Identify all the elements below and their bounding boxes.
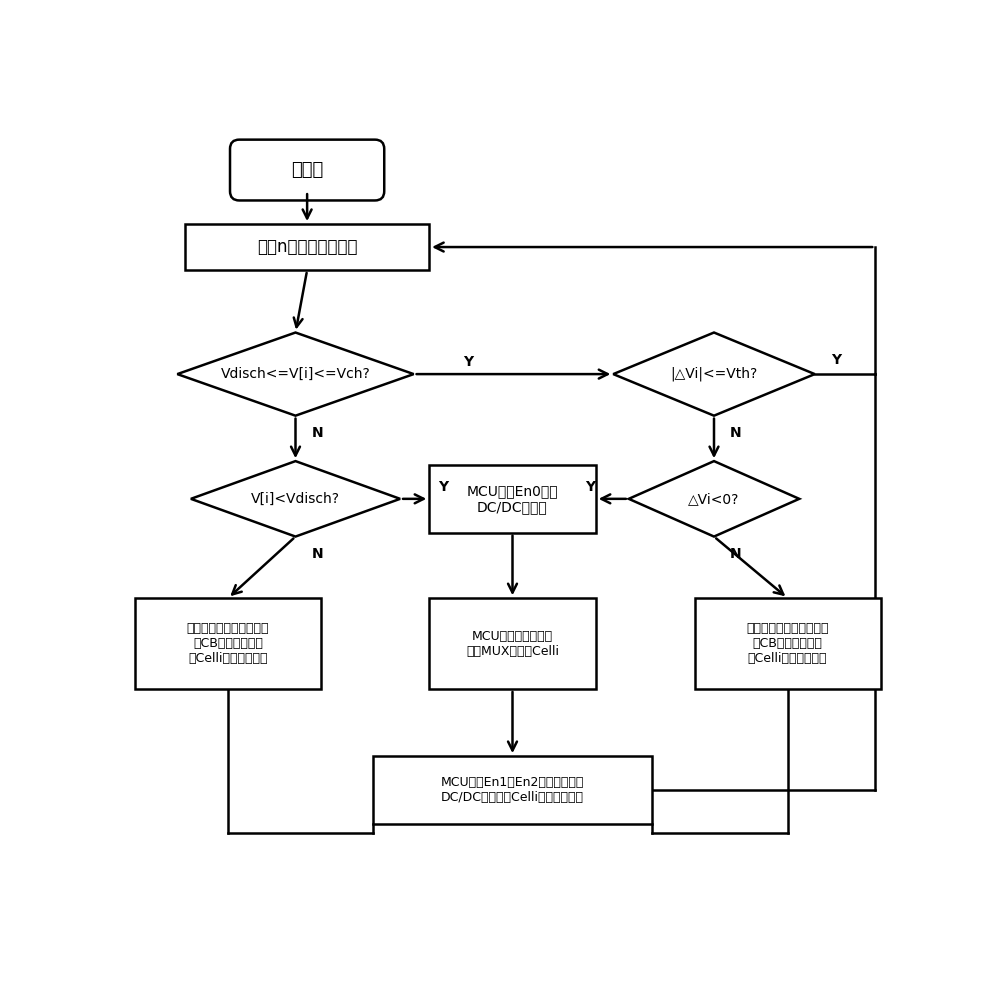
Bar — [695, 598, 881, 689]
Text: Y: Y — [831, 353, 842, 367]
Text: 电池控制芯片发送控制指
令CB至开关器件，
对Celli开启被动均衡: 电池控制芯片发送控制指 令CB至开关器件， 对Celli开启被动均衡 — [187, 622, 269, 665]
Polygon shape — [191, 461, 400, 537]
Text: N: N — [730, 426, 742, 440]
Text: V[i]<Vdisch?: V[i]<Vdisch? — [251, 492, 340, 506]
Text: △Vi<0?: △Vi<0? — [688, 492, 740, 506]
Text: 电池控制芯片发送控制指
令CB至开关器件，
对Celli开启被动均衡: 电池控制芯片发送控制指 令CB至开关器件， 对Celli开启被动均衡 — [746, 622, 829, 665]
Text: MCU发送En1、En2至开关器件，
DC/DC转换器对Celli开启主动均衡: MCU发送En1、En2至开关器件， DC/DC转换器对Celli开启主动均衡 — [441, 776, 584, 804]
Text: N: N — [311, 426, 323, 440]
Text: Y: Y — [463, 355, 473, 369]
Text: Vdisch<=V[i]<=Vch?: Vdisch<=V[i]<=Vch? — [221, 367, 370, 381]
Polygon shape — [177, 333, 414, 416]
Text: MCU发送地址控制信
号至MUX，选通Celli: MCU发送地址控制信 号至MUX，选通Celli — [466, 630, 559, 658]
Polygon shape — [613, 333, 815, 416]
FancyBboxPatch shape — [230, 140, 384, 200]
Bar — [185, 224, 429, 270]
Text: N: N — [311, 547, 323, 561]
Text: 检测n节单体电池电压: 检测n节单体电池电压 — [257, 238, 357, 256]
Text: MCU发送En0唤醒
DC/DC转换器: MCU发送En0唤醒 DC/DC转换器 — [467, 484, 558, 514]
Bar — [429, 465, 596, 533]
Text: 初始化: 初始化 — [291, 161, 323, 179]
Bar — [373, 756, 652, 824]
Text: Y: Y — [438, 480, 448, 494]
Bar — [429, 598, 596, 689]
Text: N: N — [730, 547, 742, 561]
Text: Y: Y — [585, 480, 595, 494]
Bar — [135, 598, 321, 689]
Polygon shape — [629, 461, 799, 537]
Text: |△Vi|<=Vth?: |△Vi|<=Vth? — [670, 367, 758, 381]
